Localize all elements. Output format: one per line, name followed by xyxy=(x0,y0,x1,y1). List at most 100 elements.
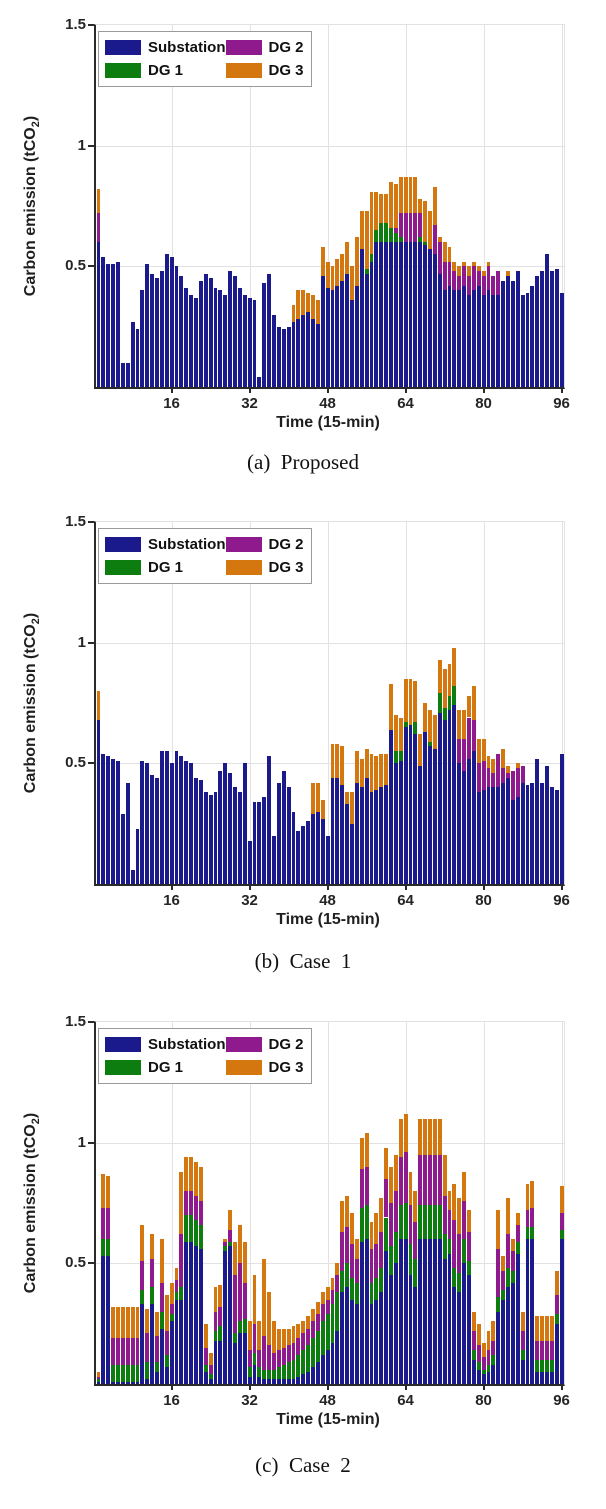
bar-segment-substation xyxy=(262,1379,267,1384)
bar-segment-substation xyxy=(120,1381,125,1384)
bar-segment-dg1 xyxy=(447,695,452,711)
bar-segment-substation xyxy=(535,758,540,884)
bar xyxy=(501,1256,506,1384)
bar xyxy=(184,760,189,884)
bar-segment-dg2 xyxy=(223,1241,228,1247)
bar-segment-substation xyxy=(408,242,413,387)
bar xyxy=(145,1309,150,1384)
bar-segment-dg3 xyxy=(481,739,486,761)
bar-segment-substation xyxy=(174,266,179,387)
bar xyxy=(457,1198,462,1384)
bar-segment-substation xyxy=(130,1381,135,1384)
bar xyxy=(208,1352,213,1384)
bar-segment-dg1 xyxy=(437,1205,442,1240)
bar-segment-substation xyxy=(457,1292,462,1384)
bar-segment-dg2 xyxy=(486,266,491,291)
bar xyxy=(325,1287,330,1384)
bar-segment-dg2 xyxy=(330,1289,335,1305)
bar xyxy=(330,1277,335,1384)
bar-segment-dg3 xyxy=(286,1328,291,1346)
bar-segment-substation xyxy=(135,828,140,884)
bar-segment-dg3 xyxy=(184,1157,189,1191)
bar xyxy=(359,758,364,884)
bar-segment-dg1 xyxy=(291,1359,296,1380)
bar xyxy=(501,280,506,387)
bar-segment-dg1 xyxy=(228,1241,233,1247)
plot-area-case1: Carbon emission (tCO2) 0.5 1 1.5 16 32 48 64 80… xyxy=(22,513,570,909)
bar-segment-substation xyxy=(242,763,247,884)
bar-segment-substation xyxy=(501,1299,506,1384)
bar-segment-dg1 xyxy=(423,1205,428,1240)
bar xyxy=(335,259,340,387)
bar-segment-dg3 xyxy=(398,717,403,752)
bar-segment-dg1 xyxy=(364,268,369,274)
bar-segment-substation xyxy=(179,756,184,884)
bar-segment-substation xyxy=(364,777,369,884)
bar-segment-dg3 xyxy=(350,1212,354,1245)
bar-segment-substation xyxy=(471,290,476,387)
bar-segment-substation xyxy=(169,1321,174,1384)
bar-segment-dg2 xyxy=(306,1328,311,1346)
x-tick-label: 80 xyxy=(475,395,492,412)
bar-segment-substation xyxy=(452,705,457,884)
bar-segment-substation xyxy=(116,1381,120,1384)
bar-segment-dg1 xyxy=(194,1219,198,1247)
bar xyxy=(457,710,462,884)
y-tick-mark xyxy=(88,24,94,26)
bar-segment-substation xyxy=(530,782,535,884)
bar-segment-dg2 xyxy=(515,1224,520,1242)
bar-segment-dg1 xyxy=(208,1374,213,1380)
bar-segment-dg2 xyxy=(393,1190,398,1232)
bar-segment-dg3 xyxy=(203,1323,208,1348)
bar-segment-substation xyxy=(281,329,286,387)
bar-segment-dg3 xyxy=(428,210,432,250)
bar-segment-dg3 xyxy=(535,1316,540,1341)
bar-segment-substation xyxy=(272,314,276,387)
bar-segment-substation xyxy=(257,1376,262,1384)
bar-segment-dg1 xyxy=(281,1364,286,1380)
bar-segment-dg2 xyxy=(213,1311,218,1331)
bar-segment-dg3 xyxy=(432,1118,437,1155)
bar xyxy=(228,773,233,884)
bar-segment-dg2 xyxy=(467,1231,471,1261)
bar-segment-dg3 xyxy=(437,237,442,243)
bar-segment-dg3 xyxy=(442,1154,447,1196)
bar-segment-substation xyxy=(501,280,506,387)
bar-segment-dg2 xyxy=(252,1323,257,1353)
bar-segment-substation xyxy=(291,321,296,387)
bar xyxy=(286,787,291,884)
bar-segment-dg3 xyxy=(330,744,335,778)
x-tick-label: 64 xyxy=(397,395,414,412)
bar xyxy=(389,683,393,884)
bar xyxy=(559,753,564,884)
x-tick-mark xyxy=(170,884,173,890)
bar-segment-dg1 xyxy=(135,1364,140,1382)
bar-segment-dg3 xyxy=(354,237,359,286)
bar-segment-substation xyxy=(135,1381,140,1384)
bar-segment-dg1 xyxy=(145,1362,150,1380)
bar xyxy=(428,710,432,884)
bar xyxy=(155,278,159,387)
bar xyxy=(379,1198,384,1384)
bar xyxy=(510,1239,515,1384)
bar-segment-dg2 xyxy=(452,1219,457,1269)
bar-segment-dg3 xyxy=(311,1309,315,1322)
bar-segment-dg1 xyxy=(535,1359,540,1372)
bar-segment-dg1 xyxy=(203,1364,208,1372)
bar-segment-substation xyxy=(398,1239,403,1384)
legend-swatch-dg1 xyxy=(105,1060,141,1075)
bar xyxy=(374,1212,379,1384)
bar-segment-dg1 xyxy=(369,254,374,262)
bar-segment-dg1 xyxy=(272,1369,276,1380)
bar-segment-dg1 xyxy=(345,1263,350,1288)
bar xyxy=(174,751,179,884)
bar-segment-dg2 xyxy=(428,1154,432,1206)
bar-segment-substation xyxy=(559,753,564,884)
bar-segment-dg3 xyxy=(559,1186,564,1213)
bar-segment-substation xyxy=(164,254,169,387)
bar xyxy=(442,242,447,387)
bar-segment-dg2 xyxy=(96,213,101,243)
bar-segment-dg1 xyxy=(379,1268,384,1293)
bar-segment-substation xyxy=(535,276,540,387)
x-tick-label: 64 xyxy=(397,1392,414,1409)
